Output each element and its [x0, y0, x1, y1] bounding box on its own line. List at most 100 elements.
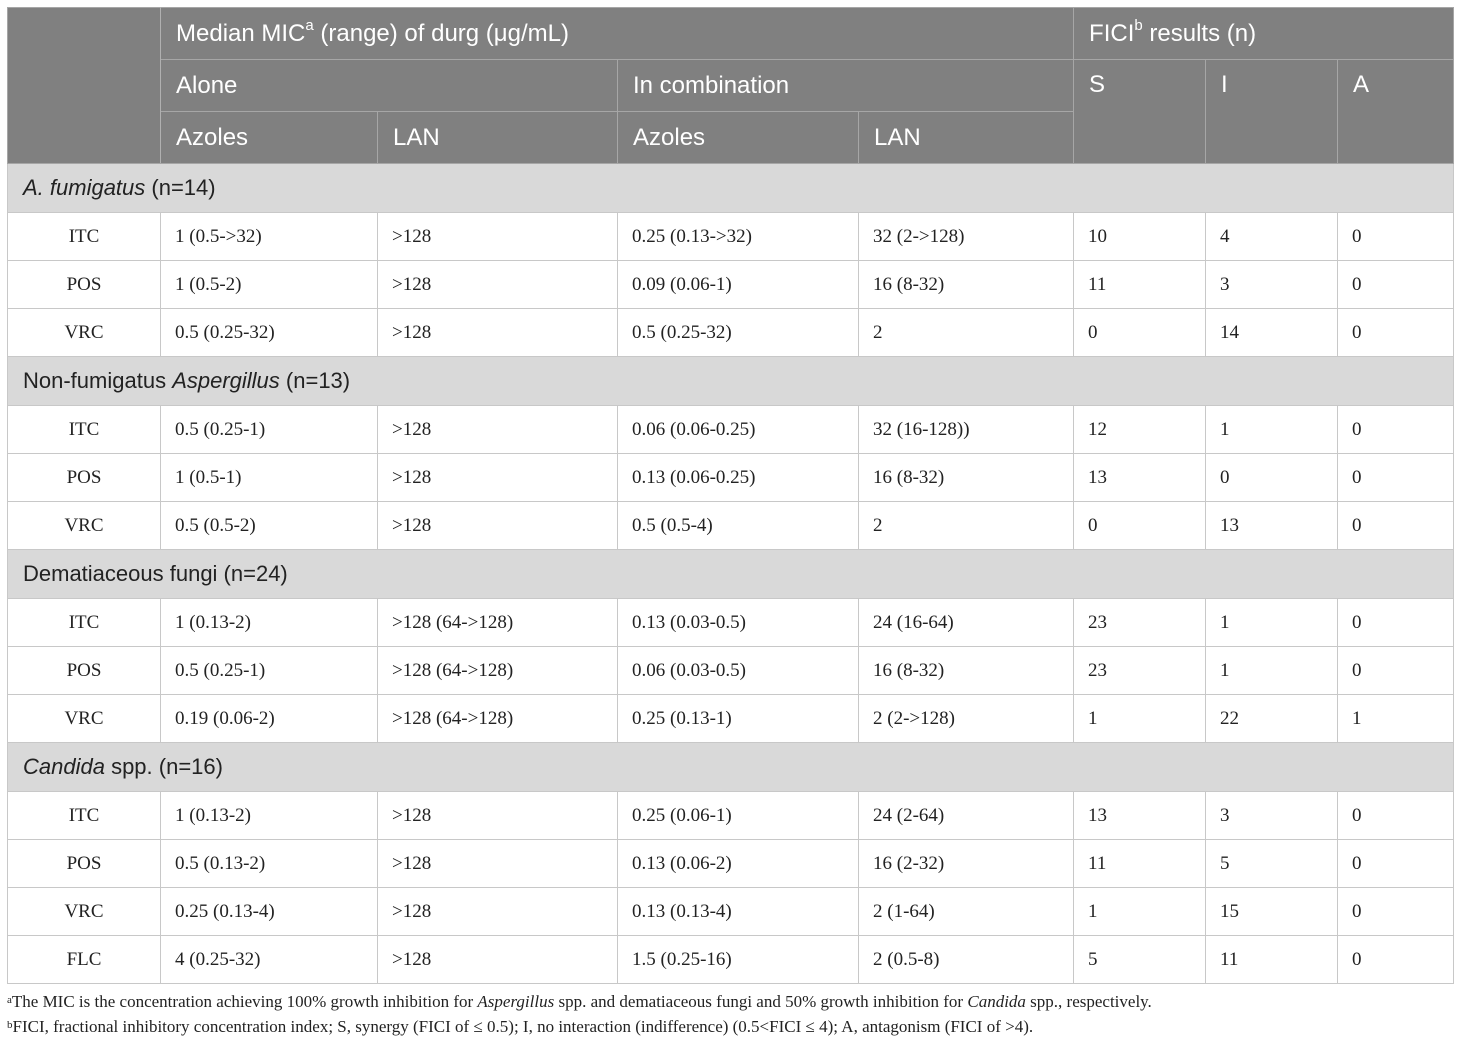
cell-alone-lan: >128	[377, 935, 618, 984]
table-row: VRC 0.25 (0.13-4) >128 0.13 (0.13-4) 2 (1-64…	[7, 887, 1455, 936]
footnote-b-marker: b	[7, 1019, 13, 1031]
cell-i: 0	[1205, 453, 1339, 502]
cell-i: 1	[1205, 598, 1339, 647]
cell-a: 0	[1337, 839, 1455, 888]
cell-comb-lan: 2 (2->128)	[857, 694, 1075, 743]
cell-s: 23	[1073, 646, 1207, 695]
cell-s: 5	[1073, 935, 1207, 984]
footnote-a: aThe MIC is the concentration achieving …	[7, 991, 1453, 1016]
cell-a: 0	[1337, 646, 1455, 695]
cell-comb-azoles: 0.13 (0.06-2)	[617, 839, 859, 888]
mic-fici-table: Median MICa (range) of durg (μg/mL) FICI…	[6, 7, 1455, 984]
footnote-marker-b: b	[1134, 16, 1143, 34]
footnote-a-italic-1: Aspergillus	[477, 992, 555, 1011]
cell-a: 0	[1337, 212, 1455, 261]
cell-a: 0	[1337, 453, 1455, 502]
group-label-count: (n=13)	[279, 368, 351, 393]
drug-cell: POS	[7, 646, 161, 695]
group-row: Non-fumigatus Aspergillus (n=13)	[6, 356, 1455, 406]
drug-cell: POS	[7, 839, 161, 888]
cell-i: 3	[1205, 791, 1339, 840]
drug-cell: ITC	[7, 405, 161, 454]
cell-comb-lan: 16 (8-32)	[857, 453, 1075, 502]
cell-s: 1	[1073, 694, 1207, 743]
cell-comb-azoles: 0.13 (0.13-4)	[617, 887, 859, 936]
footnote-a-marker: a	[7, 994, 12, 1006]
cell-s: 0	[1073, 308, 1207, 357]
header-median-mic: Median MICa (range) of durg (μg/mL)	[159, 7, 1075, 60]
header-comb-azoles: Azoles	[617, 111, 859, 164]
cell-i: 11	[1205, 935, 1339, 984]
table-row: VRC 0.5 (0.5-2) >128 0.5 (0.5-4) 2 0 13 0	[7, 501, 1455, 550]
cell-alone-lan: >128	[377, 405, 618, 454]
table-row: VRC 0.19 (0.06-2) >128 (64->128) 0.25 (0.13…	[7, 694, 1455, 743]
table-row: ITC 1 (0.13-2) >128 0.25 (0.06-1) 24 (2-64) 1…	[7, 791, 1455, 840]
header-a: A	[1337, 59, 1455, 164]
cell-comb-lan: 2	[857, 501, 1075, 550]
cell-alone-azoles: 0.5 (0.13-2)	[160, 839, 378, 888]
cell-comb-lan: 24 (2-64)	[857, 791, 1075, 840]
cell-a: 0	[1337, 598, 1455, 647]
footnotes: aThe MIC is the concentration achieving …	[7, 991, 1453, 1041]
header-in-combination: In combination	[616, 59, 1075, 112]
drug-cell: POS	[7, 260, 161, 309]
table-row: ITC 1 (0.5->32) >128 0.25 (0.13->32) 32 (2->…	[7, 212, 1455, 261]
cell-alone-azoles: 4 (0.25-32)	[160, 935, 378, 984]
cell-alone-azoles: 1 (0.13-2)	[160, 598, 378, 647]
header-median-mic-unit: (range) of durg (μg/mL)	[313, 19, 569, 47]
cell-comb-azoles: 0.25 (0.06-1)	[617, 791, 859, 840]
cell-s: 0	[1073, 501, 1207, 550]
header-fici-text: FICI	[1089, 19, 1135, 47]
cell-comb-lan: 24 (16-64)	[857, 598, 1075, 647]
cell-comb-azoles: 0.25 (0.13->32)	[617, 212, 859, 261]
cell-i: 4	[1205, 212, 1339, 261]
cell-s: 11	[1073, 260, 1207, 309]
cell-alone-lan: >128	[377, 839, 618, 888]
table-row: VRC 0.5 (0.25-32) >128 0.5 (0.25-32) 2 0 14 0	[7, 308, 1455, 357]
cell-alone-azoles: 0.5 (0.5-2)	[160, 501, 378, 550]
cell-comb-azoles: 0.06 (0.06-0.25)	[617, 405, 859, 454]
drug-cell: VRC	[7, 887, 161, 936]
cell-alone-lan: >128	[377, 212, 618, 261]
cell-i: 22	[1205, 694, 1339, 743]
cell-alone-lan: >128	[377, 887, 618, 936]
cell-comb-lan: 2	[857, 308, 1075, 357]
cell-comb-lan: 32 (16-128))	[857, 405, 1075, 454]
table-row: ITC 0.5 (0.25-1) >128 0.06 (0.06-0.25) 32 (1…	[7, 405, 1455, 454]
cell-comb-lan: 32 (2->128)	[857, 212, 1075, 261]
cell-a: 0	[1337, 405, 1455, 454]
cell-comb-azoles: 0.5 (0.5-4)	[617, 501, 859, 550]
table-row: POS 0.5 (0.13-2) >128 0.13 (0.06-2) 16 (2-32…	[7, 839, 1455, 888]
cell-s: 11	[1073, 839, 1207, 888]
cell-i: 1	[1205, 405, 1339, 454]
cell-a: 0	[1337, 501, 1455, 550]
cell-comb-lan: 16 (8-32)	[857, 646, 1075, 695]
cell-alone-azoles: 1 (0.5-2)	[160, 260, 378, 309]
cell-comb-azoles: 0.25 (0.13-1)	[617, 694, 859, 743]
cell-alone-azoles: 1 (0.5-1)	[160, 453, 378, 502]
cell-alone-azoles: 1 (0.13-2)	[160, 791, 378, 840]
table-row: POS 1 (0.5-1) >128 0.13 (0.06-0.25) 16 (8-32…	[7, 453, 1455, 502]
drug-cell: FLC	[7, 935, 161, 984]
header-i: I	[1205, 59, 1339, 164]
group-label-count: (n=14)	[145, 175, 216, 200]
cell-s: 23	[1073, 598, 1207, 647]
group-row: Candida spp. (n=16)	[6, 742, 1455, 792]
mic-fici-table-container: Median MICa (range) of durg (μg/mL) FICI…	[6, 7, 1455, 1041]
header-alone-lan: LAN	[377, 111, 618, 164]
drug-cell: ITC	[7, 212, 161, 261]
cell-comb-lan: 2 (0.5-8)	[857, 935, 1075, 984]
cell-a: 0	[1337, 308, 1455, 357]
drug-cell: VRC	[7, 501, 161, 550]
header-alone: Alone	[160, 59, 618, 112]
footnote-a-text-1: The MIC is the concentration achieving 1…	[11, 992, 478, 1011]
cell-alone-lan: >128	[377, 791, 618, 840]
cell-i: 5	[1205, 839, 1339, 888]
table-row: ITC 1 (0.13-2) >128 (64->128) 0.13 (0.03-0.…	[7, 598, 1455, 647]
header-fici-results: FICIb results (n)	[1073, 7, 1455, 60]
drug-cell: ITC	[7, 598, 161, 647]
header-alone-azoles: Azoles	[160, 111, 378, 164]
group-label-italic: A. fumigatus	[23, 175, 146, 200]
footnote-marker-a: a	[305, 16, 314, 34]
cell-s: 1	[1073, 887, 1207, 936]
